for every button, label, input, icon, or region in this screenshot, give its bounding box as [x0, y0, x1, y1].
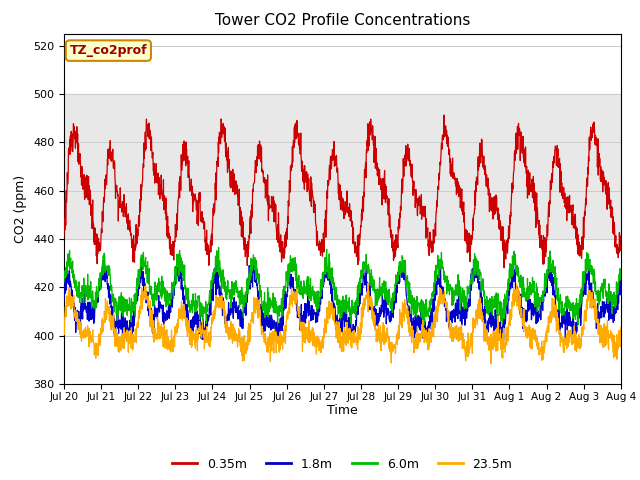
- Text: TZ_co2prof: TZ_co2prof: [70, 44, 147, 57]
- Bar: [64, 94, 621, 239]
- Title: Tower CO2 Profile Concentrations: Tower CO2 Profile Concentrations: [214, 13, 470, 28]
- Legend: 0.35m, 1.8m, 6.0m, 23.5m: 0.35m, 1.8m, 6.0m, 23.5m: [167, 453, 518, 476]
- Y-axis label: CO2 (ppm): CO2 (ppm): [15, 175, 28, 243]
- X-axis label: Time: Time: [327, 405, 358, 418]
